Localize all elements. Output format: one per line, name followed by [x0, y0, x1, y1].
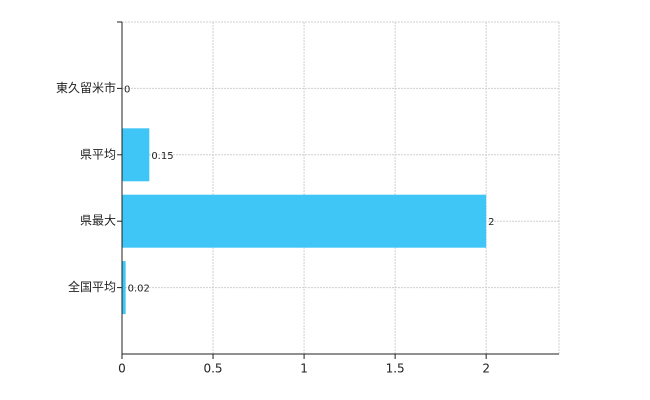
y-tick-label: 全国平均 — [68, 279, 116, 294]
x-tick-label: 0 — [118, 362, 126, 376]
value-label: 2 — [488, 217, 494, 228]
value-label: 0 — [124, 84, 130, 95]
bar — [122, 261, 126, 315]
y-tick-label: 東久留米市 — [56, 80, 116, 95]
x-tick-label: 0.5 — [203, 362, 222, 376]
value-label: 0.15 — [151, 151, 173, 162]
bar — [122, 128, 150, 182]
value-label: 0.02 — [128, 284, 150, 295]
y-tick-label: 県平均 — [80, 147, 116, 161]
x-tick-label: 1 — [300, 362, 308, 376]
bar — [122, 194, 487, 248]
y-tick-label: 県最大 — [80, 214, 116, 228]
x-tick-label: 2 — [482, 362, 490, 376]
x-tick-label: 1.5 — [386, 362, 405, 376]
